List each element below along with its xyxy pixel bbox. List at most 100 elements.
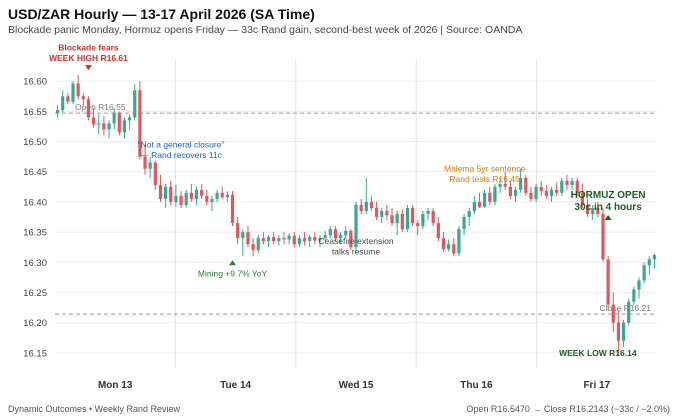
reference-line-label: Close R16.21 [599,303,651,313]
candle-body [565,180,569,186]
candle-body [493,186,497,202]
annotation-marker [84,65,92,71]
candle-body [55,110,60,114]
candle-body [621,322,626,341]
candle-body [519,177,523,190]
candle-body [385,210,389,216]
candle-body [277,238,281,242]
x-tick-label: Mon 13 [98,380,133,391]
axes: 16.15 16.20 16.25 16.30 16.35 16.40 16.45 16.50… [23,77,610,391]
candle-body [138,90,142,157]
y-tick-label: 16.45 [23,167,47,178]
candle-body [133,90,137,118]
candle-body [452,244,456,254]
candle-body [529,192,533,199]
candle-body [591,207,595,214]
candle-body [431,210,435,224]
candle-body [153,162,157,186]
candle-body [143,156,147,169]
candle-body [462,217,466,230]
annotation-marker [229,260,237,266]
candle-body [400,214,404,230]
candle-body [287,235,291,240]
candle-body [200,189,204,196]
candle-body [246,232,250,245]
candle-body [256,238,260,251]
annotation-text: HORMUZ OPEN [571,190,646,201]
candle-body [323,235,327,239]
candle-body [66,96,70,102]
annotation-text: Ceasefire extension [318,236,393,246]
annotation-text: talks resume [332,247,380,257]
annotation-text: — Rand recovers 11c [140,150,222,160]
candle-body [210,198,214,202]
candle-body [575,180,579,193]
x-tick-label: Thu 16 [460,380,493,391]
candle-body [426,210,430,214]
candle-body [230,194,235,224]
annotation-text: WEEK LOW R16.14 [559,348,637,358]
candle-body [76,83,80,97]
candle-body [524,177,528,193]
x-tick-label: Fri 17 [583,380,610,391]
candle-body [616,322,621,341]
candle-body [611,304,615,323]
candle-body [241,232,245,239]
candle-body [441,238,446,250]
candle-body [369,201,374,208]
candle-body [447,244,451,250]
candle-body [513,189,518,196]
candle-body [117,112,121,133]
footer-source: Dynamic Outcomes • Weekly Rand Review [8,404,181,414]
candle-body [251,244,255,251]
candle-body [585,204,590,214]
grid [55,60,657,368]
x-tick-label: Wed 15 [339,380,374,391]
annotation-text: 30c in 4 hours [574,202,642,213]
candle-body [272,236,276,242]
annotation-text: Malema 5yr sentence [444,164,526,174]
reference-line-label: Open R16.55 [75,102,126,112]
candle-body [421,214,425,227]
candle-body [215,192,219,199]
candle-body [61,96,65,111]
candle-body [107,123,111,130]
candle-body [225,194,229,198]
annotation-text: "Not a general closure" [138,140,225,150]
candle-body [477,201,482,207]
candle-body [555,189,559,193]
candle-body [364,201,368,211]
candle-body [390,215,394,224]
candle-body [488,192,492,202]
candle-body [97,123,101,125]
candle-body [164,186,168,199]
candle-body [318,238,322,241]
candle-body [457,229,461,254]
candle-body [359,204,363,211]
candle-body [338,235,343,239]
candle-body [472,201,476,211]
candle-body [416,223,420,227]
candle-body [601,214,605,260]
candle-body [220,192,224,198]
y-tick-label: 16.55 [23,107,47,118]
candle-body [102,123,106,130]
candle-body [405,207,410,230]
candle-body [297,238,301,245]
candle-body [128,117,132,121]
candle-body [549,189,554,196]
candle-body [261,238,265,242]
candle-body [652,255,657,260]
reference-lines: Open R16.55 Close R16.21 [55,102,657,315]
candle-body [647,259,651,266]
candle-body [112,112,116,124]
candle-body [236,223,240,239]
candle-body [498,183,502,187]
candle-body [313,236,317,241]
candle-body [436,223,440,239]
candle-body [158,185,163,199]
candle-body [560,180,564,193]
candle-body [169,186,173,202]
candle-body [539,186,543,192]
x-tick-label: Tue 14 [220,380,251,391]
